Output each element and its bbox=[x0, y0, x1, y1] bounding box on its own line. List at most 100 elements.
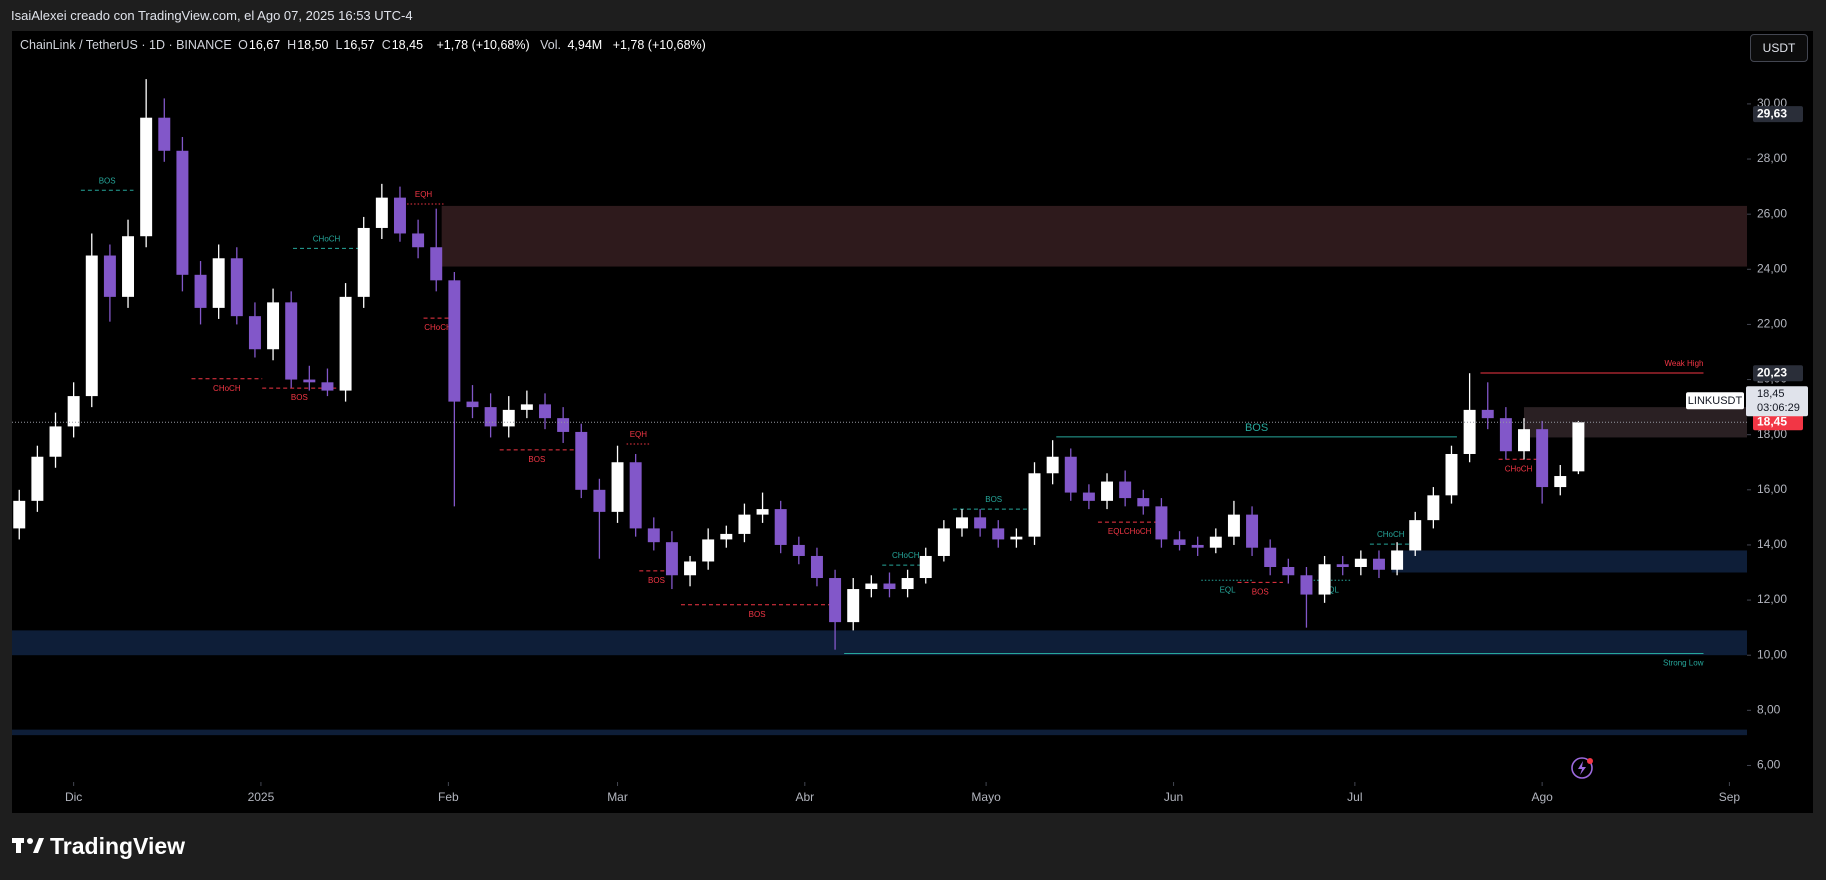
candle-body bbox=[1572, 422, 1585, 472]
x-tick-label: Mayo bbox=[971, 790, 1001, 804]
structure-label: BOS bbox=[291, 393, 308, 402]
y-tick-label: 10,00 bbox=[1757, 647, 1787, 661]
candle-body bbox=[756, 509, 769, 515]
candle-body bbox=[1173, 539, 1186, 545]
candle-body bbox=[520, 404, 533, 410]
legend: ChainLink / TetherUS · 1D · BINANCE O16,… bbox=[20, 38, 713, 52]
zone bbox=[12, 630, 1747, 656]
currency-button[interactable]: USDT bbox=[1750, 34, 1808, 62]
candle-body bbox=[1046, 456, 1059, 474]
candle-body bbox=[829, 578, 842, 623]
candle-body bbox=[1246, 514, 1259, 548]
candle-body bbox=[611, 462, 624, 512]
candle-body bbox=[1227, 514, 1240, 537]
price-label-box bbox=[1753, 365, 1803, 382]
candle-body bbox=[321, 382, 334, 391]
candle-body bbox=[647, 528, 660, 543]
candle-body bbox=[230, 258, 243, 317]
price-label: 29,63 bbox=[1757, 106, 1787, 120]
legend-key: H bbox=[287, 38, 297, 52]
zone bbox=[1391, 550, 1747, 573]
structure-label: BOS bbox=[1245, 422, 1268, 434]
x-tick-label: Sep bbox=[1719, 790, 1741, 804]
brand: TradingView bbox=[50, 833, 186, 859]
y-tick-label: 8,00 bbox=[1757, 703, 1781, 717]
candle-body bbox=[1082, 492, 1095, 501]
candle-body bbox=[974, 517, 987, 529]
axes: 6,008,0010,0012,0014,0016,0018,0020,0022… bbox=[65, 96, 1808, 804]
candle-body bbox=[212, 258, 225, 308]
y-tick-label: 24,00 bbox=[1757, 261, 1787, 275]
candle-body bbox=[1101, 481, 1114, 501]
legend-value: 16,57 bbox=[343, 38, 375, 52]
candle-body bbox=[1391, 550, 1404, 570]
candle-body bbox=[792, 544, 805, 556]
legend-vol-change: +1,78 (+10,68%) bbox=[612, 38, 706, 52]
candle-body bbox=[738, 514, 751, 534]
candle-body bbox=[1064, 456, 1077, 493]
candle-body bbox=[665, 542, 678, 576]
zone bbox=[441, 205, 1747, 267]
candle-body bbox=[412, 233, 425, 248]
candle-body bbox=[1463, 409, 1476, 454]
structure-label: BOS bbox=[528, 455, 545, 464]
candle-body bbox=[430, 247, 443, 281]
candle-body bbox=[1409, 520, 1422, 551]
plot-area: BOS CHoCH EQH CHoCH CHoCH BOS BOS EQH BOS BOS CHoC… bbox=[12, 79, 1747, 736]
candle-body bbox=[194, 274, 207, 308]
y-tick-label: 28,00 bbox=[1757, 151, 1787, 165]
candle-body bbox=[1354, 558, 1367, 567]
price-label: 20,23 bbox=[1757, 365, 1787, 379]
symbol-tag-countdown: 03:06:29 bbox=[1757, 402, 1800, 414]
candle-body bbox=[1318, 564, 1331, 595]
y-tick-label: 16,00 bbox=[1757, 482, 1787, 496]
structure-label: EQH bbox=[415, 190, 433, 199]
structure-label: EQL bbox=[1323, 585, 1340, 594]
structure-label: CHoCH bbox=[1505, 464, 1533, 473]
legend-ohlc: O16,67 H18,50 L16,57 C18,45 bbox=[238, 38, 430, 52]
candle-body bbox=[158, 117, 171, 151]
candle-body bbox=[285, 302, 298, 380]
candle-body bbox=[919, 555, 932, 579]
candle-body bbox=[1155, 506, 1168, 540]
candle-body bbox=[1137, 498, 1150, 507]
candle-body bbox=[684, 561, 697, 576]
symbol-tag-price-box bbox=[1746, 386, 1808, 417]
candle-body bbox=[1300, 575, 1313, 595]
header: IsaiAlexei creado con TradingView.com, e… bbox=[11, 8, 413, 23]
candle-body bbox=[448, 280, 461, 402]
brand-logo bbox=[12, 838, 44, 853]
candle-body bbox=[466, 401, 479, 408]
candle-body bbox=[1445, 453, 1458, 496]
candle-body bbox=[937, 528, 950, 556]
candle-body bbox=[956, 517, 968, 529]
structure-label: Weak High bbox=[1665, 359, 1704, 368]
candle-body bbox=[31, 456, 44, 501]
legend-vol: 4,94M bbox=[567, 38, 603, 52]
structure-label: CHoCH bbox=[892, 551, 920, 560]
candle-body bbox=[375, 197, 388, 228]
candle-body bbox=[484, 407, 497, 427]
candle-body bbox=[176, 150, 189, 275]
candle-body bbox=[774, 509, 787, 545]
candle-body bbox=[267, 302, 280, 350]
structure-label: BOS bbox=[648, 576, 665, 585]
price-label-box bbox=[1753, 106, 1803, 123]
legend-change: +1,78 (+10,68%) bbox=[436, 38, 530, 52]
candle-body bbox=[67, 396, 80, 427]
candle-body bbox=[357, 227, 370, 297]
x-tick-label: Abr bbox=[795, 790, 814, 804]
x-tick-label: Jun bbox=[1164, 790, 1183, 804]
candle-body bbox=[901, 578, 914, 590]
candle-body bbox=[140, 117, 153, 237]
candle-body bbox=[1010, 536, 1023, 540]
candle-body bbox=[1481, 409, 1494, 419]
candle-body bbox=[248, 316, 261, 350]
candle-body bbox=[702, 539, 715, 562]
candle-body bbox=[303, 379, 316, 383]
candle-body bbox=[720, 533, 733, 540]
structure-label: EQH bbox=[630, 430, 648, 439]
candle-body bbox=[575, 431, 588, 490]
legend-key: O bbox=[238, 38, 248, 52]
